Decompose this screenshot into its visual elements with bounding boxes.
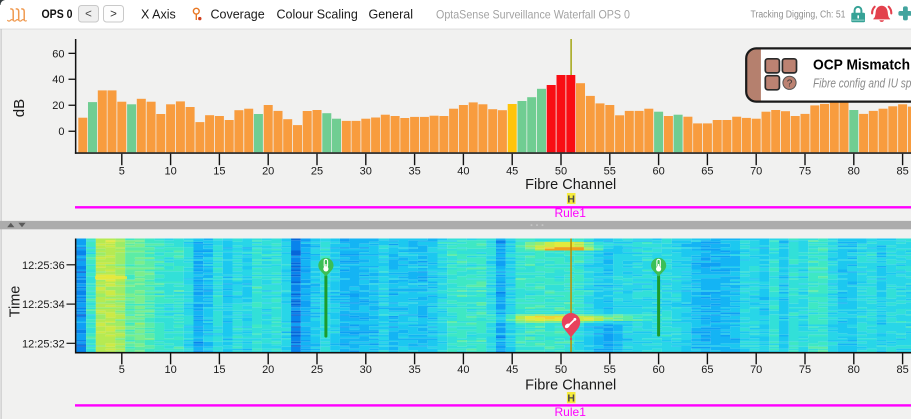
svg-text:?: ? xyxy=(787,79,793,90)
svg-text:85: 85 xyxy=(896,364,908,376)
svg-text:15: 15 xyxy=(213,166,225,178)
svg-text:>: > xyxy=(110,9,117,21)
svg-text:20: 20 xyxy=(262,364,274,376)
svg-text:OptaSense Surveillance Waterfa: OptaSense Surveillance Waterfall OPS 0 xyxy=(436,8,630,22)
svg-text:General: General xyxy=(369,7,413,21)
svg-text:OPS 0: OPS 0 xyxy=(42,7,73,21)
svg-text:35: 35 xyxy=(408,166,420,178)
svg-text:60: 60 xyxy=(52,48,64,60)
svg-text:75: 75 xyxy=(799,166,811,178)
svg-text:55: 55 xyxy=(604,166,616,178)
svg-text:50: 50 xyxy=(555,166,567,178)
svg-text:60: 60 xyxy=(652,364,664,376)
svg-text:OCP Mismatch: OCP Mismatch xyxy=(813,57,910,74)
svg-text:10: 10 xyxy=(164,364,176,376)
svg-text:40: 40 xyxy=(52,74,64,86)
svg-text:Rule1: Rule1 xyxy=(555,405,587,419)
svg-text:70: 70 xyxy=(750,166,762,178)
svg-text:80: 80 xyxy=(848,364,860,376)
svg-text:12:25:36: 12:25:36 xyxy=(22,260,65,272)
svg-text:X Axis: X Axis xyxy=(141,7,176,21)
svg-text:50: 50 xyxy=(555,364,567,376)
svg-text:Tracking Digging, Ch: 51: Tracking Digging, Ch: 51 xyxy=(751,9,846,20)
svg-text:35: 35 xyxy=(408,364,420,376)
svg-text:25: 25 xyxy=(311,364,323,376)
svg-text:30: 30 xyxy=(360,166,372,178)
svg-text:Fibre Channel: Fibre Channel xyxy=(525,177,616,193)
svg-text:Colour Scaling: Colour Scaling xyxy=(277,7,358,21)
svg-text:15: 15 xyxy=(213,364,225,376)
svg-text:5: 5 xyxy=(119,166,125,178)
svg-text:75: 75 xyxy=(799,364,811,376)
svg-text:45: 45 xyxy=(506,364,518,376)
svg-text:80: 80 xyxy=(848,166,860,178)
svg-text:40: 40 xyxy=(457,166,469,178)
svg-text:30: 30 xyxy=(360,364,372,376)
svg-text:Time: Time xyxy=(8,286,24,318)
svg-text:40: 40 xyxy=(457,364,469,376)
svg-text:Rule1: Rule1 xyxy=(555,206,587,220)
svg-text:70: 70 xyxy=(750,364,762,376)
svg-text:12:25:34: 12:25:34 xyxy=(22,299,65,311)
svg-text:Fibre Channel: Fibre Channel xyxy=(525,378,616,394)
svg-text:5: 5 xyxy=(119,364,125,376)
svg-text:55: 55 xyxy=(604,364,616,376)
svg-text:45: 45 xyxy=(506,166,518,178)
svg-text:60: 60 xyxy=(652,166,664,178)
svg-text:65: 65 xyxy=(701,166,713,178)
svg-text:0: 0 xyxy=(58,126,64,138)
svg-text:Fibre config and IU spa: Fibre config and IU spa xyxy=(813,77,911,91)
svg-text:20: 20 xyxy=(52,100,64,112)
svg-text:<: < xyxy=(85,9,92,21)
svg-text:85: 85 xyxy=(896,166,908,178)
svg-text:10: 10 xyxy=(164,166,176,178)
svg-text:12:25:32: 12:25:32 xyxy=(22,338,65,350)
svg-text:dB: dB xyxy=(11,99,28,117)
svg-text:65: 65 xyxy=(701,364,713,376)
svg-text:Coverage: Coverage xyxy=(211,7,265,21)
svg-text:25: 25 xyxy=(311,166,323,178)
svg-text:H: H xyxy=(567,194,575,206)
svg-text:H: H xyxy=(567,393,575,405)
svg-text:20: 20 xyxy=(262,166,274,178)
